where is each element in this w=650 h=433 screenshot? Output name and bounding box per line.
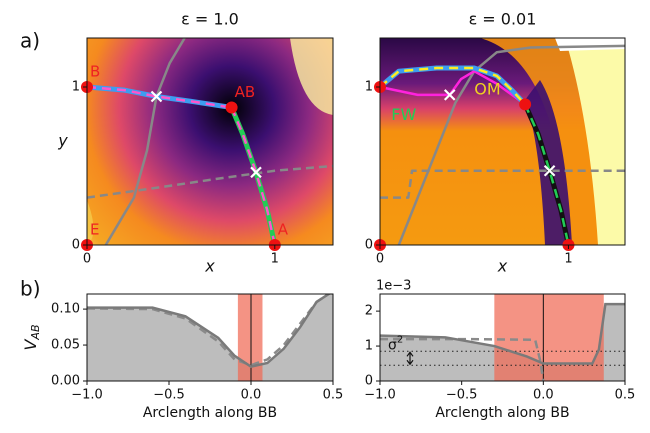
x-tick-label: 1 xyxy=(271,252,279,267)
area-fill xyxy=(87,294,333,381)
annotation: OM xyxy=(474,80,500,99)
x-tick-label: −1.0 xyxy=(364,388,396,403)
x-axis-label: x xyxy=(204,257,215,276)
chart-title: ε = 0.01 xyxy=(469,10,537,29)
plot-area xyxy=(380,44,625,245)
chart-title: ε = 1.0 xyxy=(181,10,239,29)
y-label-main: V xyxy=(21,339,40,351)
curve xyxy=(380,169,625,199)
minimum-point xyxy=(519,98,532,111)
x-tick-label: 1 xyxy=(564,252,572,267)
offset-text: 1e−3 xyxy=(376,279,411,294)
y-tick-label: 2 xyxy=(365,304,373,319)
x-axis-label: Arclength along BB xyxy=(435,405,569,421)
sigma-sup: 2 xyxy=(397,334,403,345)
annotation: FW xyxy=(391,105,416,124)
minimum-point xyxy=(225,101,238,114)
solid-line xyxy=(380,302,625,365)
plot-area xyxy=(87,294,333,381)
curve xyxy=(380,69,526,106)
sigma: σ xyxy=(388,337,397,353)
dashed-line xyxy=(380,337,545,381)
heatmap xyxy=(87,38,333,245)
curve xyxy=(104,38,186,245)
x-tick-label: −0.5 xyxy=(153,388,185,403)
point-label: E xyxy=(90,221,99,239)
curve-overlay xyxy=(523,103,570,245)
y-tick-label: 0 xyxy=(365,238,373,253)
saddle-marker xyxy=(150,90,163,103)
x-axis-label: x xyxy=(497,257,508,276)
axes-frame xyxy=(379,293,626,382)
sigma-label: σ2 xyxy=(388,334,403,353)
curve xyxy=(380,65,527,107)
y-tick-label: 0.00 xyxy=(51,374,80,389)
x-tick-label: −0.5 xyxy=(446,388,478,403)
panel-labels: a) b) xyxy=(20,29,41,301)
x-tick-label: 0.0 xyxy=(533,388,554,403)
y-tick-label: 0 xyxy=(72,238,80,253)
y-tick-label: 0.05 xyxy=(51,338,80,353)
y-tick-label: 1 xyxy=(365,79,373,94)
x-tick-label: 0 xyxy=(376,252,384,267)
area-fill xyxy=(380,304,625,381)
x-tick-label: 0 xyxy=(83,252,91,267)
panel-label: b) xyxy=(20,277,41,301)
band xyxy=(237,294,263,381)
y-tick-label: 1 xyxy=(72,79,80,94)
axes-frame xyxy=(379,37,626,246)
x-tick-label: −1.0 xyxy=(71,388,103,403)
y-label-sub: AB xyxy=(29,324,42,340)
x-tick-label: 0.5 xyxy=(615,388,636,403)
point-label: A xyxy=(278,221,289,239)
saddle-marker xyxy=(250,166,262,179)
y-axis-label: y xyxy=(57,131,68,150)
point-label: B xyxy=(90,62,100,80)
x-tick-label: 0.5 xyxy=(323,388,344,403)
y-tick-label: 0.10 xyxy=(51,302,80,317)
point-label: AB xyxy=(235,83,256,101)
curve xyxy=(87,164,333,199)
x-axis-label: Arclength along BB xyxy=(143,405,277,421)
curve-overlay xyxy=(230,107,277,245)
y-tick-label: 1 xyxy=(365,339,373,354)
y-tick-label: 0 xyxy=(365,374,373,389)
band xyxy=(494,294,604,381)
solid-line xyxy=(87,294,331,368)
sigma-arrow xyxy=(406,351,414,366)
panel-label: a) xyxy=(20,29,40,53)
curve xyxy=(397,44,625,245)
saddle-marker xyxy=(543,164,556,177)
axes-frame xyxy=(86,293,334,382)
y-axis-label: VAB xyxy=(21,324,43,350)
axes-frame xyxy=(86,37,334,246)
x-tick-label: 0.0 xyxy=(241,388,262,403)
saddle-marker xyxy=(443,89,456,101)
plot-area xyxy=(380,294,625,381)
